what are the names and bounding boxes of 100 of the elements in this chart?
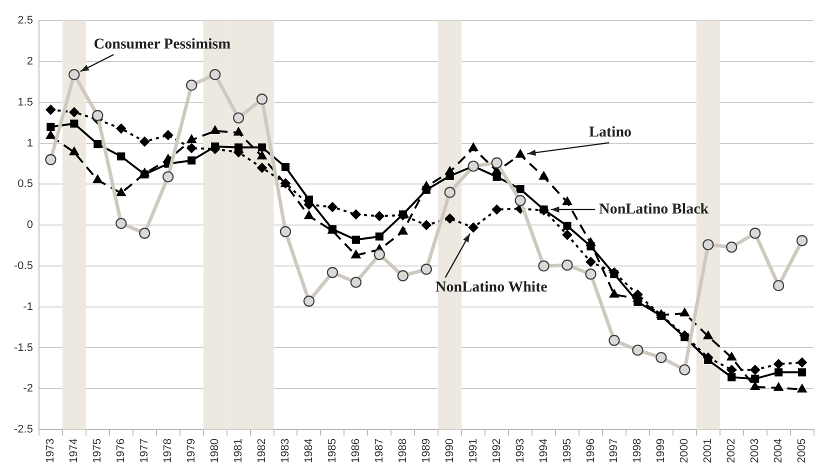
series-label: NonLatino Black [598, 201, 710, 218]
point [446, 172, 454, 180]
y-tick-label: 2 [26, 56, 33, 68]
point [351, 250, 361, 258]
x-tick-label: 1973 [44, 438, 57, 464]
x-tick-label: 1983 [280, 438, 292, 464]
point [46, 122, 55, 131]
x-tick-label: 1988 [396, 438, 409, 464]
y-tick-label: -2 [23, 382, 33, 395]
point [772, 280, 784, 292]
point [188, 156, 196, 164]
point [257, 150, 267, 160]
x-tick-label: 1980 [209, 438, 222, 464]
y-tick-label: 0.5 [18, 178, 33, 190]
point [375, 232, 384, 241]
point [234, 143, 243, 152]
point [491, 157, 502, 169]
point [492, 204, 502, 215]
point [750, 364, 760, 375]
y-tick-label: 1.5 [18, 96, 33, 108]
x-tick-label: 1997 [608, 438, 620, 464]
point [468, 142, 478, 152]
point [422, 186, 430, 194]
x-tick-label: 2000 [678, 438, 691, 464]
point [304, 196, 314, 204]
point [726, 352, 736, 361]
point [540, 205, 548, 214]
point [92, 110, 104, 122]
point [258, 143, 266, 152]
point [538, 171, 549, 180]
point [751, 374, 760, 383]
point [468, 222, 478, 233]
point [797, 384, 807, 392]
point [680, 333, 689, 342]
point [726, 242, 738, 253]
point [117, 152, 126, 160]
point [186, 134, 196, 144]
point [45, 154, 56, 166]
point [94, 140, 102, 148]
point [350, 276, 362, 288]
point [702, 239, 714, 250]
point [704, 356, 712, 364]
x-tick-label: 1995 [561, 438, 574, 464]
point [632, 344, 644, 356]
x-tick-label: 1985 [326, 438, 338, 464]
point [281, 162, 290, 172]
x-tick-label: 1987 [373, 438, 386, 464]
text: Latino [589, 124, 632, 141]
point [586, 242, 595, 250]
x-tick-label: 1990 [444, 438, 456, 464]
point [140, 170, 149, 178]
x-tick-label: 1984 [303, 438, 316, 464]
x-tick-label: 1994 [538, 438, 550, 464]
point [610, 270, 618, 278]
point [326, 266, 338, 278]
point [162, 171, 174, 182]
point [703, 330, 713, 340]
point [70, 120, 78, 128]
point [68, 68, 80, 80]
point [139, 228, 150, 239]
x-tick-label: 1977 [138, 438, 151, 464]
point [257, 162, 268, 173]
point [69, 146, 80, 156]
x-tick-label: 1976 [115, 438, 128, 464]
series-label: Consumer Pessimism [94, 36, 232, 52]
point [562, 260, 573, 271]
y-tick-label: -1.5 [14, 342, 33, 354]
x-tick-label: 1981 [232, 438, 245, 464]
point [585, 268, 596, 280]
point [420, 264, 432, 275]
point [374, 248, 386, 260]
point [796, 235, 808, 246]
point [398, 210, 407, 218]
point [280, 226, 292, 238]
point [397, 270, 408, 282]
point [234, 127, 244, 136]
point [163, 130, 174, 140]
point [726, 364, 737, 375]
point [563, 222, 572, 230]
x-tick-label: 1986 [350, 438, 362, 464]
y-tick-label: 0 [26, 219, 33, 232]
x-tick-label: 1989 [420, 438, 432, 464]
point [774, 359, 784, 370]
point [398, 226, 408, 235]
point [116, 218, 127, 230]
x-tick-label: 1978 [162, 438, 174, 464]
x-tick-label: 1999 [655, 438, 668, 464]
point [798, 368, 806, 376]
point [421, 220, 432, 230]
x-tick-label: 2005 [796, 438, 808, 464]
x-tick-label: 1993 [514, 438, 526, 464]
point [634, 298, 642, 306]
x-tick-label: 2004 [772, 438, 785, 464]
point [210, 126, 220, 134]
point [209, 68, 221, 80]
y-tick-label: -1 [23, 300, 33, 313]
y-tick-label: -2.5 [14, 424, 33, 436]
text: NonLatino White [435, 279, 548, 296]
x-tick-label: 2003 [749, 438, 762, 464]
x-tick-label: 2002 [726, 438, 738, 464]
